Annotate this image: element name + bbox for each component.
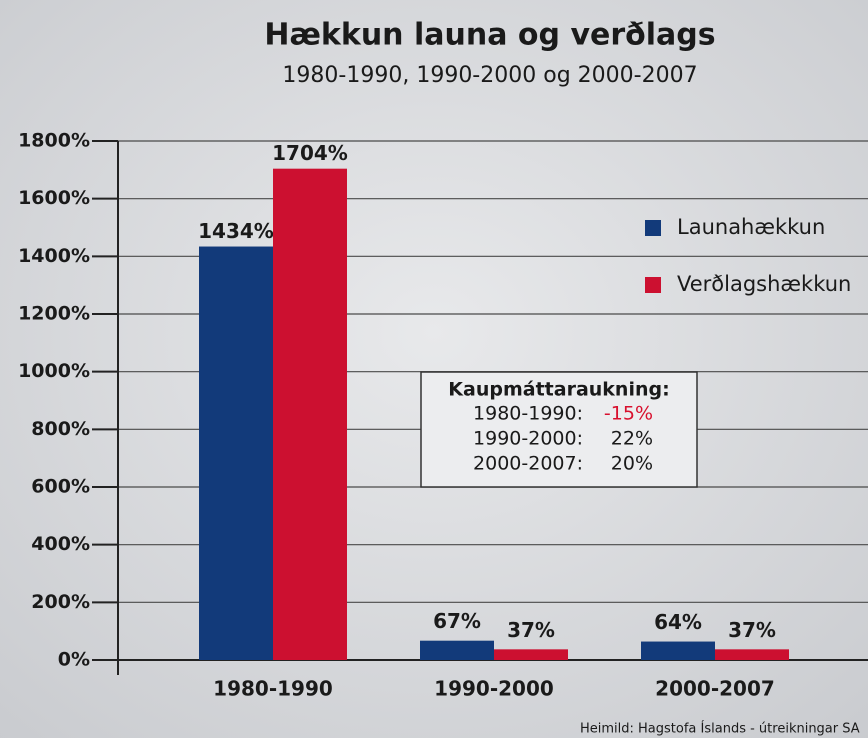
bar xyxy=(273,169,347,660)
legend-label: Launahækkun xyxy=(677,215,825,239)
value-label: 64% xyxy=(654,610,702,634)
bar xyxy=(715,649,789,660)
value-label: 1704% xyxy=(272,141,348,165)
value-label: 1434% xyxy=(198,219,274,243)
y-tick-label: 600% xyxy=(31,476,90,498)
value-label: 37% xyxy=(507,618,555,642)
y-tick-label: 1400% xyxy=(18,245,90,267)
bar xyxy=(494,649,568,660)
legend-swatch xyxy=(645,220,661,236)
value-label: 67% xyxy=(433,609,481,633)
y-tick-label: 400% xyxy=(31,533,90,555)
x-tick-label: 2000-2007 xyxy=(655,677,775,701)
x-tick-label: 1990-2000 xyxy=(434,677,554,701)
y-tick-label: 1600% xyxy=(18,187,90,209)
annotation-period: 2000-2007: xyxy=(473,453,583,475)
y-tick-label: 200% xyxy=(31,591,90,613)
legend-label: Verðlagshækkun xyxy=(677,272,851,296)
y-tick-label: 1000% xyxy=(18,360,90,382)
bar xyxy=(199,247,273,660)
annotation-period: 1990-2000: xyxy=(473,428,583,450)
y-tick-label: 1200% xyxy=(18,303,90,325)
annotation-value: -15% xyxy=(604,403,653,425)
chart-subtitle: 1980-1990, 1990-2000 og 2000-2007 xyxy=(282,63,697,88)
y-tick-label: 0% xyxy=(58,649,90,671)
source: Heimild: Hagstofa Íslands - útreikningar… xyxy=(580,721,860,737)
annotation-value: 22% xyxy=(611,428,653,450)
annotation-title: Kaupmáttaraukning: xyxy=(448,379,669,401)
value-label: 37% xyxy=(728,618,776,642)
bar xyxy=(641,642,715,660)
y-tick-label: 1800% xyxy=(18,130,90,152)
chart: Hækkun launa og verðlags 1980-1990, 1990… xyxy=(0,0,868,738)
legend-swatch xyxy=(645,277,661,293)
annotation-value: 20% xyxy=(611,453,653,475)
y-tick-label: 800% xyxy=(31,418,90,440)
x-tick-label: 1980-1990 xyxy=(213,677,333,701)
bar xyxy=(420,641,494,660)
chart-title: Hækkun launa og verðlags xyxy=(264,18,715,53)
annotation-period: 1980-1990: xyxy=(473,403,583,425)
